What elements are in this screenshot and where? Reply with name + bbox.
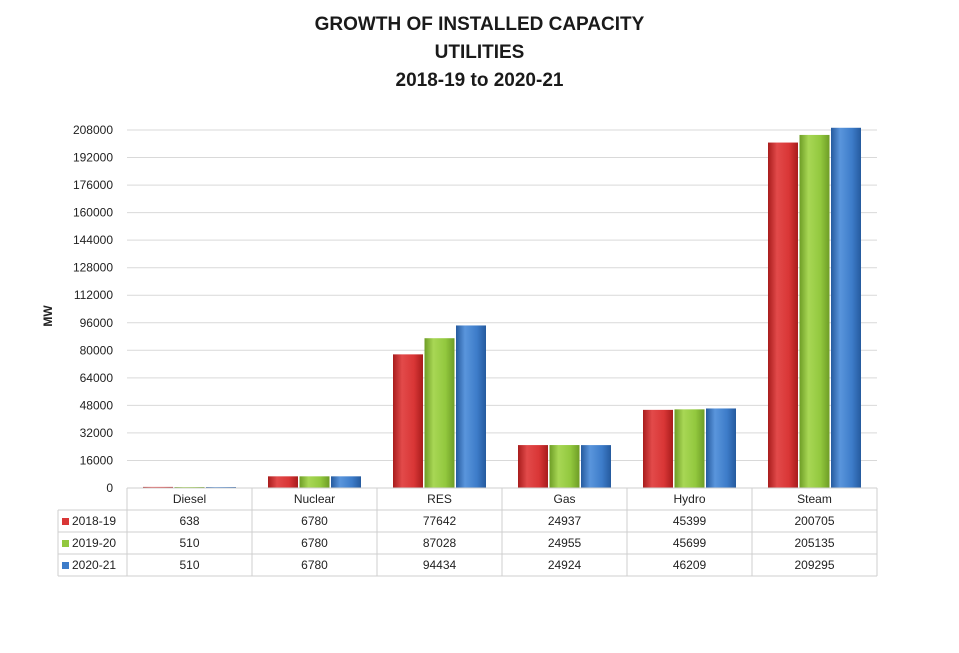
bar-2018-19-nuclear: [268, 476, 298, 488]
category-label-res: RES: [427, 492, 452, 506]
bar-2020-21-res: [456, 325, 486, 488]
data-label: 510: [179, 558, 199, 572]
y-tick-label: 176000: [73, 178, 113, 192]
data-label: 87028: [423, 536, 457, 550]
category-label-gas: Gas: [553, 492, 575, 506]
legend-label-2020-21: 2020-21: [72, 558, 116, 572]
bar-2019-20-steam: [799, 134, 830, 489]
bar-2018-19-res: [393, 354, 423, 488]
data-label: 6780: [301, 514, 328, 528]
legend-label-2018-19: 2018-19: [72, 514, 116, 528]
data-label: 205135: [794, 536, 834, 550]
chart-title-line-2: UTILITIES: [434, 42, 525, 63]
y-tick-label: 160000: [73, 206, 113, 220]
category-label-nuclear: Nuclear: [294, 492, 335, 506]
bar-2020-21-steam: [831, 127, 861, 488]
data-label: 24955: [548, 536, 582, 550]
data-table: Diesel Nuclear RES Gas Hydro Steam 2018-19 638 6…: [57, 487, 878, 577]
data-label: 77642: [423, 514, 457, 528]
y-tick-label: 16000: [80, 453, 114, 467]
y-tick-label: 112000: [74, 288, 113, 302]
data-label: 94434: [423, 558, 457, 572]
data-label: 46209: [673, 558, 707, 572]
legend-swatch-2019-20: [62, 540, 69, 547]
data-label: 638: [179, 514, 199, 528]
data-label: 510: [179, 536, 199, 550]
y-axis-title: MW: [41, 305, 55, 327]
chart-title-line-1: GROWTH OF INSTALLED CAPACITY: [314, 14, 645, 35]
data-label: 24937: [548, 514, 582, 528]
y-tick-label: 96000: [80, 316, 114, 330]
y-tick-label: 128000: [73, 261, 113, 275]
y-tick-label: 80000: [80, 343, 114, 357]
bar-2019-20-res: [424, 338, 455, 488]
data-label: 6780: [301, 536, 328, 550]
gridlines: [127, 129, 877, 489]
chart-title-line-3: 2018-19 to 2020-21: [395, 70, 564, 91]
bar-2020-21-nuclear: [331, 476, 361, 488]
data-label: 209295: [794, 558, 834, 572]
data-label: 45699: [673, 536, 707, 550]
y-tick-label: 144000: [73, 233, 113, 247]
y-tick-label: 64000: [80, 371, 114, 385]
bar-2018-19-steam: [768, 142, 798, 488]
y-tick-label: 48000: [80, 398, 114, 412]
category-label-hydro: Hydro: [673, 492, 705, 506]
y-tick-label: 192000: [73, 151, 113, 165]
bar-2020-21-gas: [581, 445, 611, 488]
data-label: 24924: [548, 558, 582, 572]
y-axis-ticks: 0 16000 32000 48000 64000 80000 96000 112000 128…: [73, 123, 113, 495]
legend-swatch-2018-19: [62, 518, 69, 525]
data-label: 45399: [673, 514, 707, 528]
legend-label-2019-20: 2019-20: [72, 536, 116, 550]
bar-2020-21-hydro: [706, 408, 736, 488]
bar-2018-19-gas: [518, 445, 548, 488]
bar-2018-19-hydro: [643, 409, 673, 488]
data-label: 6780: [301, 558, 328, 572]
bar-2019-20-hydro: [674, 409, 705, 488]
data-label: 200705: [794, 514, 834, 528]
legend-swatch-2020-21: [62, 562, 69, 569]
bar-2019-20-nuclear: [299, 476, 330, 488]
bars: [143, 127, 861, 489]
bar-2018-19-diesel: [143, 486, 173, 488]
category-label-steam: Steam: [797, 492, 832, 506]
y-tick-label: 0: [106, 481, 113, 495]
category-label-diesel: Diesel: [173, 492, 206, 506]
bar-2019-20-gas: [549, 445, 580, 488]
y-tick-label: 32000: [80, 426, 114, 440]
y-tick-label: 208000: [73, 123, 113, 137]
